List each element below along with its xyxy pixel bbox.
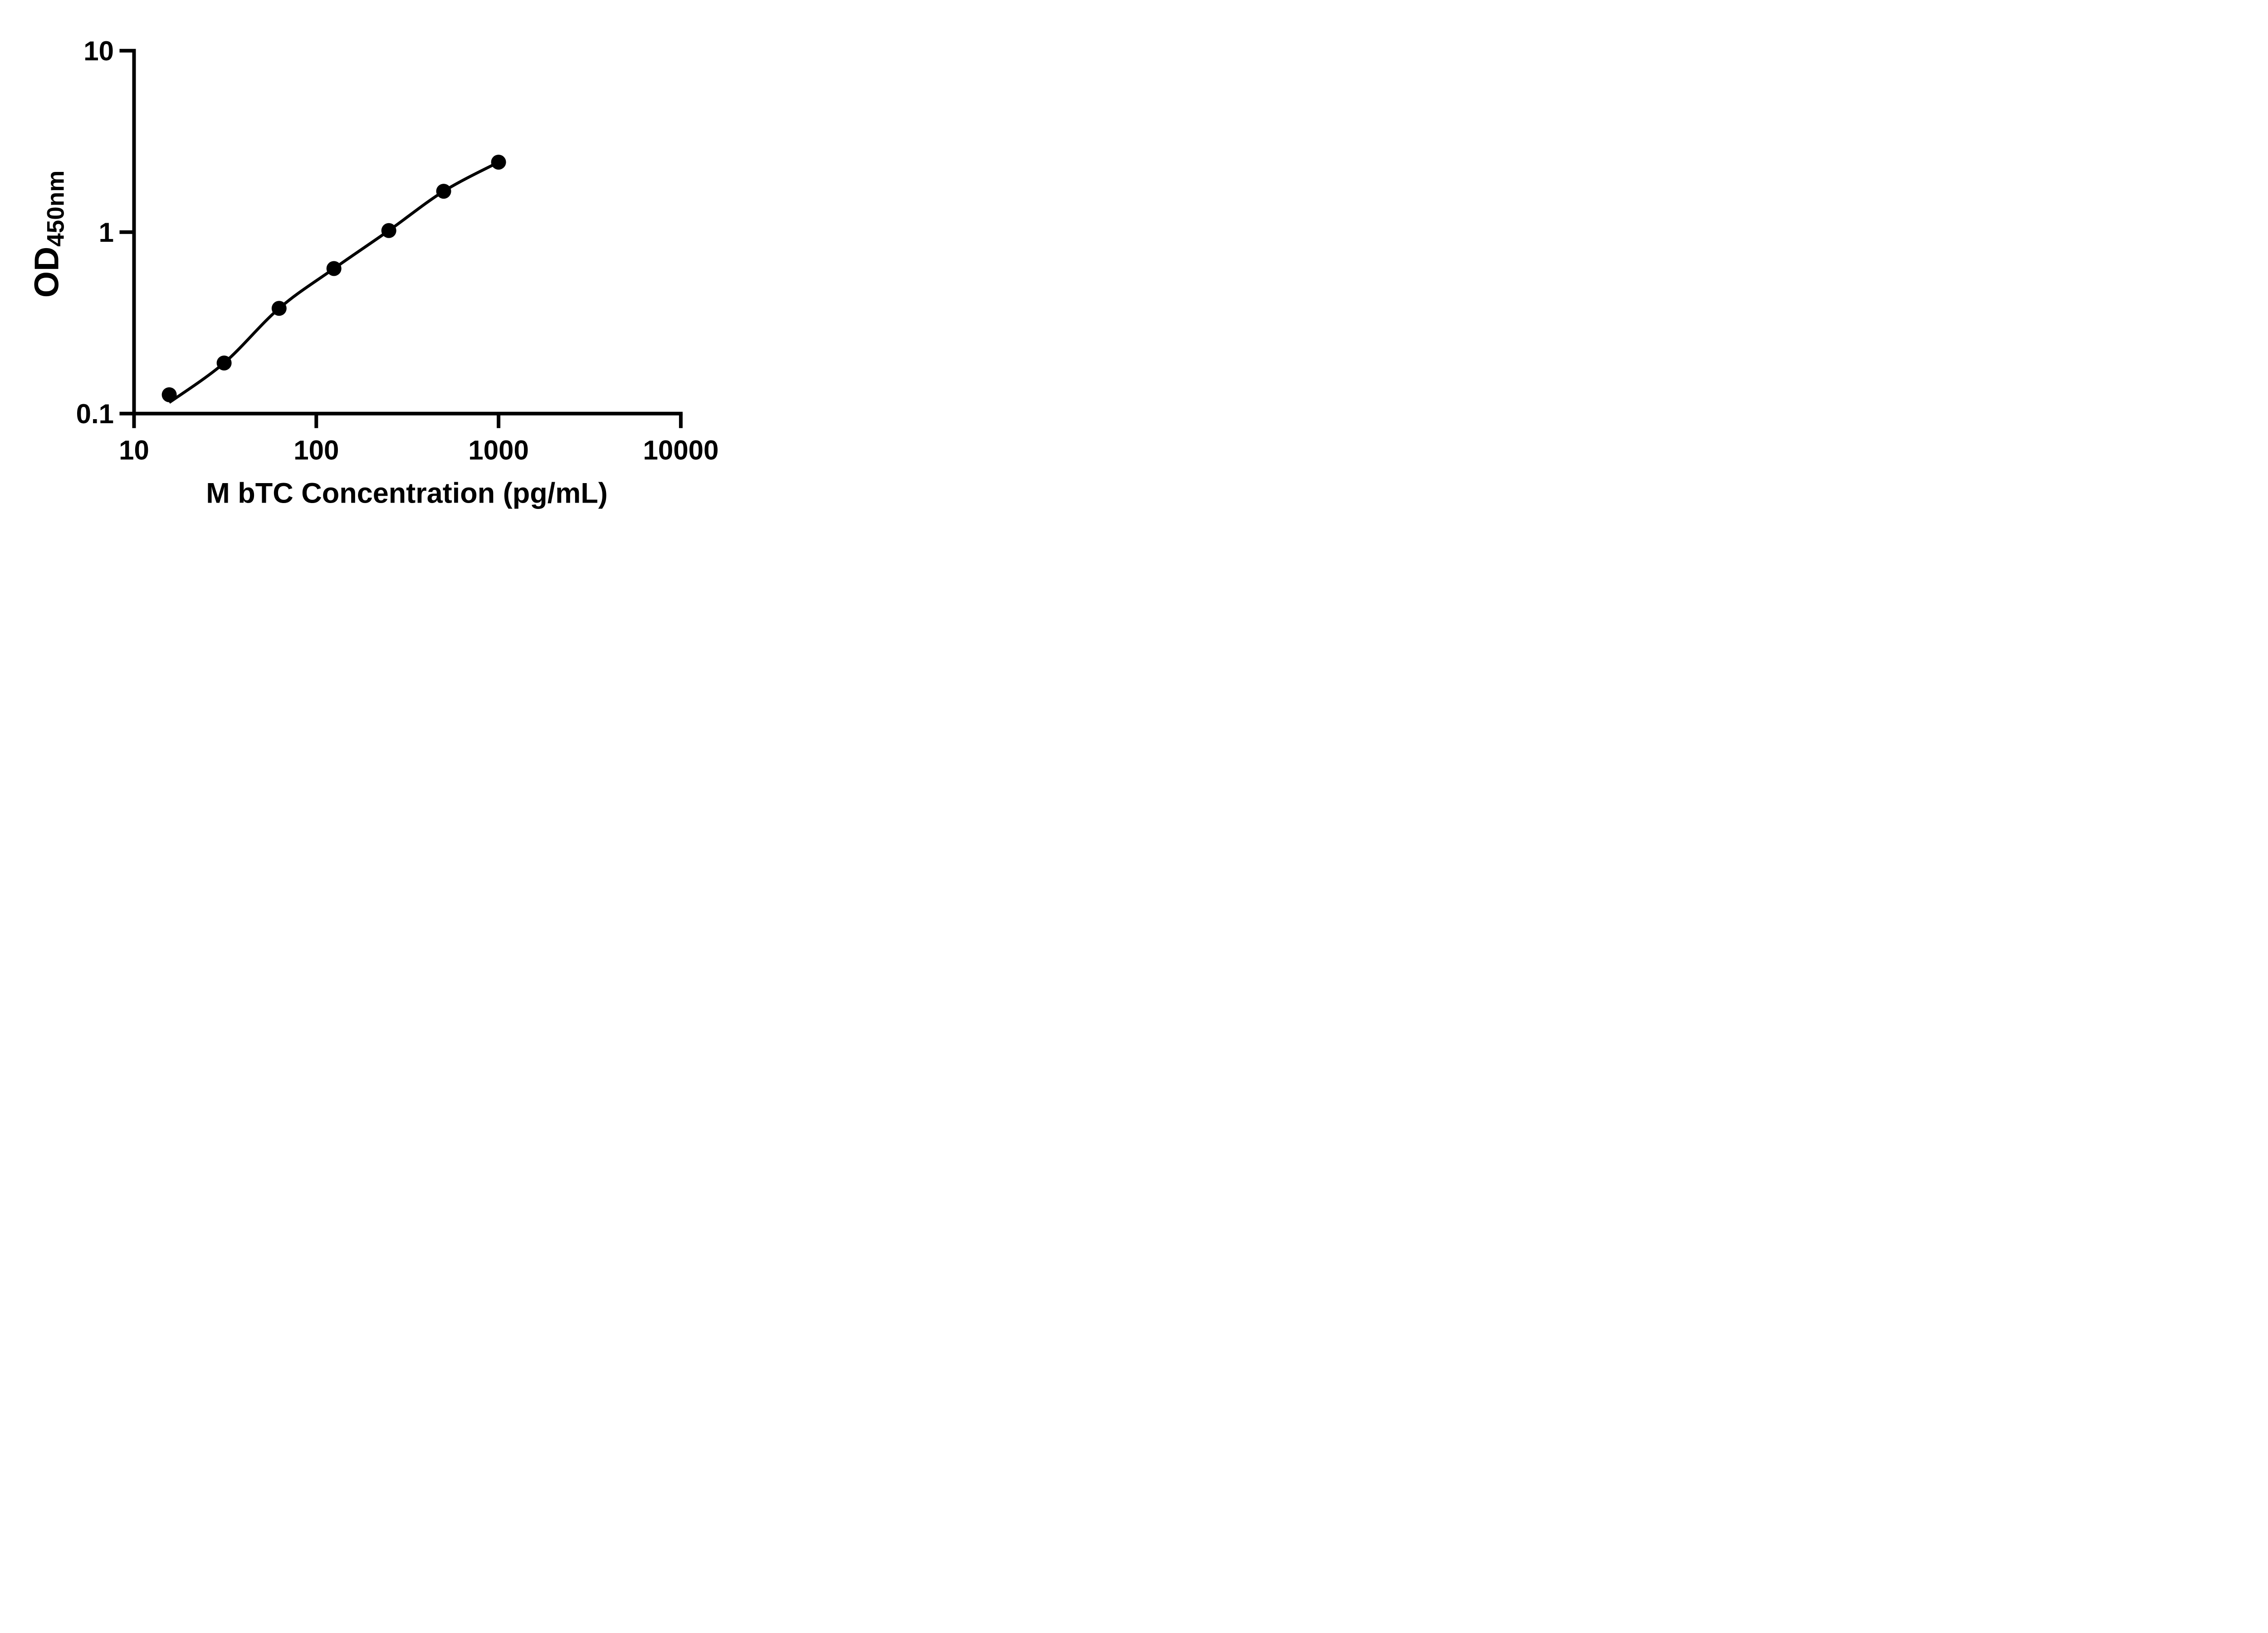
y-axis-ticks: 10 1 0.1 (76, 36, 136, 429)
x-axis-ticks: 10 100 1000 10000 (119, 413, 719, 465)
y-tick-label: 1 (99, 217, 114, 248)
data-point (381, 223, 396, 238)
y-tick-label: 10 (83, 36, 114, 66)
data-point (491, 155, 506, 170)
y-axis-title: OD450nm (27, 171, 69, 298)
data-points-group (161, 155, 506, 402)
y-tick-label: 0.1 (76, 399, 114, 429)
data-point (436, 184, 451, 199)
standard-curve-chart: 10 1 0.1 10 100 1000 10000 (76, 36, 719, 465)
x-tick-label: 100 (293, 435, 339, 465)
x-tick-label: 1000 (468, 435, 528, 465)
data-point (326, 261, 342, 276)
y-axis-title-subscript: 450nm (42, 170, 69, 247)
data-point (271, 301, 287, 316)
data-point (161, 387, 177, 402)
x-axis-title: M bTC Concentration (pg/mL) (206, 477, 608, 509)
x-tick-label: 10 (119, 435, 149, 465)
elisa-standard-curve-figure: 10 1 0.1 10 100 1000 10000 M bTC Concentratio… (0, 0, 761, 544)
data-point (216, 355, 232, 371)
x-tick-label: 10000 (643, 435, 719, 465)
y-axis-title-main: OD (27, 246, 66, 298)
